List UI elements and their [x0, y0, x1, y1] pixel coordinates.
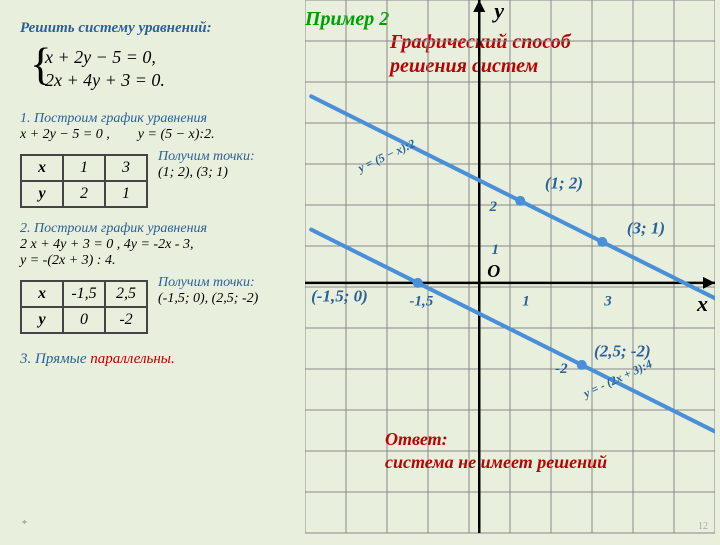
svg-text:2: 2	[489, 199, 498, 215]
points-2: Получим точки: (-1,5; 0), (2,5; -2)	[158, 275, 258, 307]
svg-text:O: O	[487, 261, 500, 281]
svg-text:(3; 1): (3; 1)	[627, 219, 665, 238]
table-1: x13 y21	[20, 154, 148, 208]
footnote: *	[22, 519, 27, 530]
svg-text:-2: -2	[555, 361, 568, 377]
svg-text:(2,5; -2): (2,5; -2)	[594, 342, 651, 361]
eq2: 2x + 4y + 3 = 0.	[45, 70, 300, 91]
table-2: x-1,52,5 y0-2	[20, 280, 148, 334]
svg-text:(1; 2): (1; 2)	[545, 174, 583, 193]
step1-label: 1. Построим график уравнения x + 2y − 5 …	[20, 111, 300, 143]
svg-text:y: y	[491, 0, 504, 23]
eq1: x + 2y − 5 = 0,	[45, 47, 300, 68]
svg-text:y = (5 − x):2: y = (5 − x):2	[354, 136, 417, 175]
brace-icon: {	[30, 42, 52, 87]
svg-text:3: 3	[603, 293, 612, 309]
svg-text:1: 1	[492, 242, 500, 258]
equation-system: { x + 2y − 5 = 0, 2x + 4y + 3 = 0.	[30, 47, 300, 91]
task-label: Решить систему уравнений:	[20, 20, 300, 37]
step2-label: 2. Построим график уравнения 2 x + 4y + …	[20, 221, 300, 269]
pagenum: 12	[698, 521, 708, 532]
answer: Ответ:система не имеет решений	[385, 428, 607, 475]
svg-text:-1,5: -1,5	[410, 293, 434, 309]
points-1: Получим точки: (1; 2), (3; 1)	[158, 149, 255, 181]
svg-text:1: 1	[522, 293, 530, 309]
svg-text:(-1,5; 0): (-1,5; 0)	[311, 286, 368, 305]
step3-label: 3. Прямые параллельны.	[20, 351, 300, 368]
